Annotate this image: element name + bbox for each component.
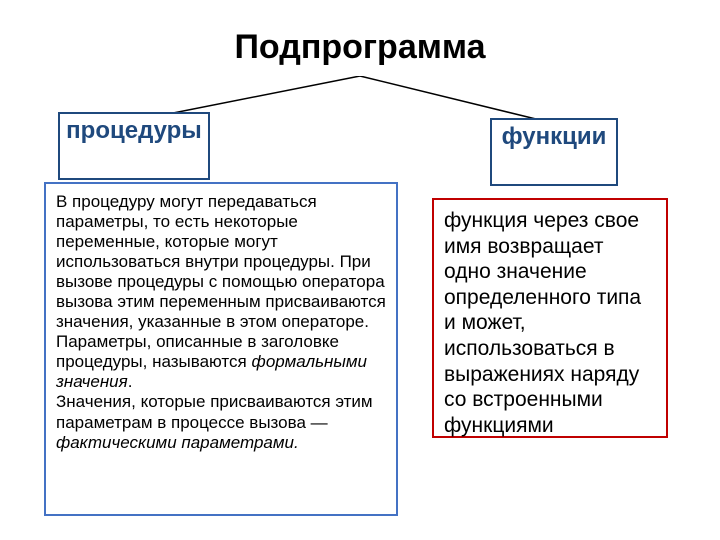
node-functions: функции	[490, 118, 618, 186]
desc-procedures-run: В процедуру могут передаваться параметры…	[56, 192, 386, 371]
desc-procedures-run: .	[128, 372, 133, 391]
node-functions-label: функции	[502, 123, 607, 150]
desc-functions-text: функция через свое имя возвращает одно з…	[444, 209, 641, 437]
connector-left	[158, 76, 360, 116]
page-title: Подпрограмма	[0, 28, 720, 67]
slide: Подпрограмма процедуры функции В процеду…	[0, 0, 720, 540]
node-procedures: процедуры	[58, 112, 210, 180]
node-procedures-label: процедуры	[66, 117, 202, 144]
desc-procedures: В процедуру могут передаваться параметры…	[44, 182, 398, 516]
connector-right	[360, 76, 540, 120]
desc-procedures-run: Значения, которые присваиваются этим пар…	[56, 392, 373, 431]
desc-functions: функция через свое имя возвращает одно з…	[432, 198, 668, 438]
desc-procedures-run: фактическими параметрами.	[56, 433, 299, 452]
